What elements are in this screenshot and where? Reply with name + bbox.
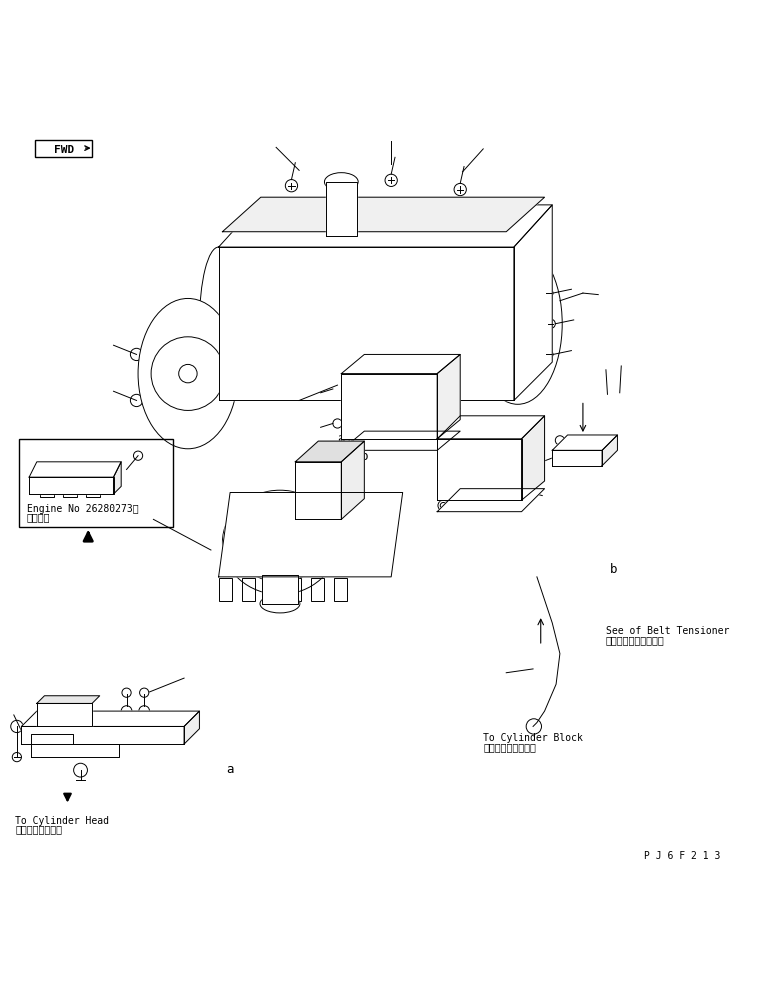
Bar xyxy=(40,478,54,498)
Polygon shape xyxy=(219,247,514,401)
Circle shape xyxy=(509,316,527,333)
Text: a: a xyxy=(226,763,234,776)
Ellipse shape xyxy=(324,174,358,192)
Polygon shape xyxy=(514,206,552,401)
Circle shape xyxy=(423,434,433,445)
Text: b: b xyxy=(610,562,617,575)
Circle shape xyxy=(580,436,589,446)
Circle shape xyxy=(555,436,565,446)
Text: b: b xyxy=(360,450,368,462)
Bar xyxy=(265,579,278,601)
Circle shape xyxy=(341,434,352,445)
Bar xyxy=(35,141,92,158)
Polygon shape xyxy=(437,416,545,440)
Polygon shape xyxy=(21,727,184,744)
Circle shape xyxy=(423,375,433,385)
Polygon shape xyxy=(522,416,545,501)
Text: To Cylinder Block: To Cylinder Block xyxy=(483,733,583,742)
Polygon shape xyxy=(295,462,341,520)
Bar xyxy=(63,702,74,727)
Ellipse shape xyxy=(450,441,509,499)
Bar xyxy=(46,702,57,727)
Ellipse shape xyxy=(222,491,337,595)
Bar xyxy=(288,579,301,601)
Ellipse shape xyxy=(199,247,238,401)
Text: シリンダヘッドへ: シリンダヘッドへ xyxy=(15,823,62,834)
Text: Turbocharger: Turbocharger xyxy=(314,497,385,507)
Polygon shape xyxy=(184,711,199,744)
Bar xyxy=(86,478,100,498)
Text: Engine No 26280273〜: Engine No 26280273〜 xyxy=(27,504,139,514)
Text: P J 6 F 2 1 3: P J 6 F 2 1 3 xyxy=(644,850,721,860)
Bar xyxy=(219,579,232,601)
Polygon shape xyxy=(29,477,114,495)
Ellipse shape xyxy=(360,380,419,438)
Polygon shape xyxy=(552,436,617,451)
Polygon shape xyxy=(602,436,617,466)
Polygon shape xyxy=(326,182,357,237)
Polygon shape xyxy=(341,355,460,375)
Polygon shape xyxy=(341,375,437,440)
Polygon shape xyxy=(31,735,119,757)
Polygon shape xyxy=(21,711,199,727)
Circle shape xyxy=(510,501,521,512)
Text: 適用号機: 適用号機 xyxy=(27,512,51,522)
Text: See of Belt Tensioner: See of Belt Tensioner xyxy=(606,625,729,635)
Ellipse shape xyxy=(328,217,393,255)
Circle shape xyxy=(297,511,304,519)
Polygon shape xyxy=(437,440,522,501)
Text: a: a xyxy=(337,432,345,445)
Bar xyxy=(63,478,77,498)
Polygon shape xyxy=(37,696,100,704)
Polygon shape xyxy=(114,462,121,495)
Ellipse shape xyxy=(328,504,390,562)
Polygon shape xyxy=(262,576,298,604)
Text: ターボチャージャ: ターボチャージャ xyxy=(314,506,361,516)
Circle shape xyxy=(329,462,337,470)
Polygon shape xyxy=(341,442,364,520)
Polygon shape xyxy=(295,442,364,462)
Ellipse shape xyxy=(138,299,238,450)
Polygon shape xyxy=(437,355,460,440)
Text: シリンダブロックへ: シリンダブロックへ xyxy=(483,741,536,751)
Polygon shape xyxy=(341,432,460,451)
Bar xyxy=(80,702,91,727)
Circle shape xyxy=(510,417,521,428)
Polygon shape xyxy=(437,489,545,512)
Text: FWD: FWD xyxy=(54,145,74,155)
Polygon shape xyxy=(29,462,121,477)
Ellipse shape xyxy=(473,244,562,405)
Polygon shape xyxy=(37,704,92,727)
Polygon shape xyxy=(219,493,403,577)
Bar xyxy=(19,440,173,528)
Bar xyxy=(311,579,324,601)
Polygon shape xyxy=(552,451,602,466)
Text: To Cylinder Head: To Cylinder Head xyxy=(15,815,110,825)
Circle shape xyxy=(179,365,197,384)
Circle shape xyxy=(341,375,352,385)
Bar xyxy=(334,579,347,601)
Circle shape xyxy=(329,511,337,519)
Circle shape xyxy=(438,501,449,512)
Circle shape xyxy=(438,417,449,428)
Bar xyxy=(242,579,255,601)
Circle shape xyxy=(297,462,304,470)
Text: ベルトテンショナ参照: ベルトテンショナ参照 xyxy=(606,634,665,645)
Polygon shape xyxy=(219,206,552,247)
Polygon shape xyxy=(222,198,545,233)
